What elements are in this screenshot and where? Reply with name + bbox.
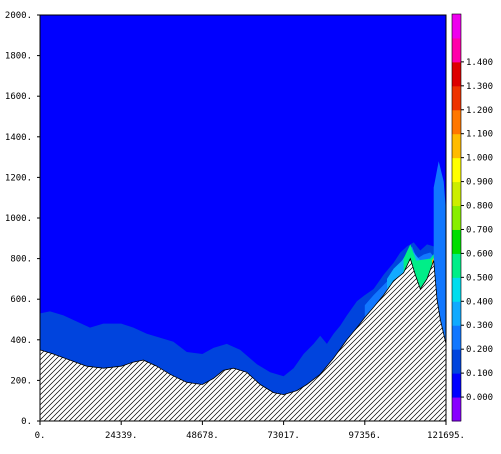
colorbar-swatch [452, 14, 461, 39]
colorbar-tick-label: 0.900 [466, 178, 493, 188]
x-tick-label: 48678. [186, 431, 219, 441]
colorbar-tick-label: 1.000 [466, 154, 493, 164]
colorbar-tick-label: 0.000 [466, 393, 493, 403]
colorbar-tick-label: 0.300 [466, 321, 493, 331]
colorbar-tick-label: 0.200 [466, 345, 493, 355]
x-tick-label: 73017. [267, 431, 300, 441]
colorbar-tick-label: 0.100 [466, 369, 493, 379]
colorbar-swatch [452, 325, 461, 350]
x-tick-label: 24339. [105, 431, 138, 441]
colorbar-tick-label: 1.400 [466, 58, 493, 68]
colorbar-tick-label: 1.300 [466, 82, 493, 92]
y-tick-label: 1400. [5, 133, 32, 143]
y-tick-label: 800. [10, 255, 32, 265]
y-tick-label: 0. [21, 417, 32, 427]
colorbar-swatch [452, 253, 461, 278]
colorbar-swatch [452, 157, 461, 183]
colorbar-swatch [452, 109, 461, 135]
y-tick-label: 1000. [5, 214, 32, 224]
colorbar-tick-label: 0.800 [466, 202, 493, 212]
y-tick-label: 1800. [5, 52, 32, 62]
colorbar-swatch [452, 205, 461, 230]
y-tick-label: 400. [10, 336, 32, 346]
colorbar-swatch [452, 85, 461, 111]
colorbar-frame [451, 13, 462, 422]
x-axis: 0. 24339. 48678. 73017. 97356. 121695. [35, 421, 465, 441]
y-tick-label: 200. [10, 376, 32, 386]
colorbar-tick-label: 0.600 [466, 249, 493, 259]
colorbar-swatch [452, 61, 461, 87]
x-tick-label: 121695. [427, 431, 465, 441]
colorbar-swatch [452, 181, 461, 207]
y-tick-label: 600. [10, 295, 32, 305]
x-tick-label: 0. [35, 431, 46, 441]
y-tick-label: 2000. [5, 11, 32, 21]
y-axis: 0. 200. 400. 600. 800. 1000. 1200. 1400. 1600. 18… [5, 11, 40, 427]
colorbar-tick-label: 0.700 [466, 225, 493, 235]
colorbar-swatch [452, 133, 461, 159]
colorbar-swatch [452, 373, 461, 398]
colorbar-swatch [452, 37, 461, 63]
x-tick-label: 97356. [349, 431, 382, 441]
colorbar-swatch [452, 229, 461, 254]
colorbar-tick-label: 1.200 [466, 106, 493, 116]
colorbar-swatch [452, 397, 461, 422]
colorbar-swatch [452, 277, 461, 302]
colorbar-swatch [452, 301, 461, 326]
y-tick-label: 1200. [5, 173, 32, 183]
colorbar: 0.000 0.100 0.200 0.300 0.400 0.500 0.600 0.700… [451, 13, 493, 422]
colorbar-tick-label: 1.100 [466, 130, 493, 140]
colorbar-tick-label: 0.500 [466, 273, 493, 283]
colorbar-tick-label: 0.400 [466, 297, 493, 307]
terrain-mask [39, 257, 447, 422]
colorbar-swatch [452, 349, 461, 374]
y-tick-label: 1600. [5, 92, 32, 102]
